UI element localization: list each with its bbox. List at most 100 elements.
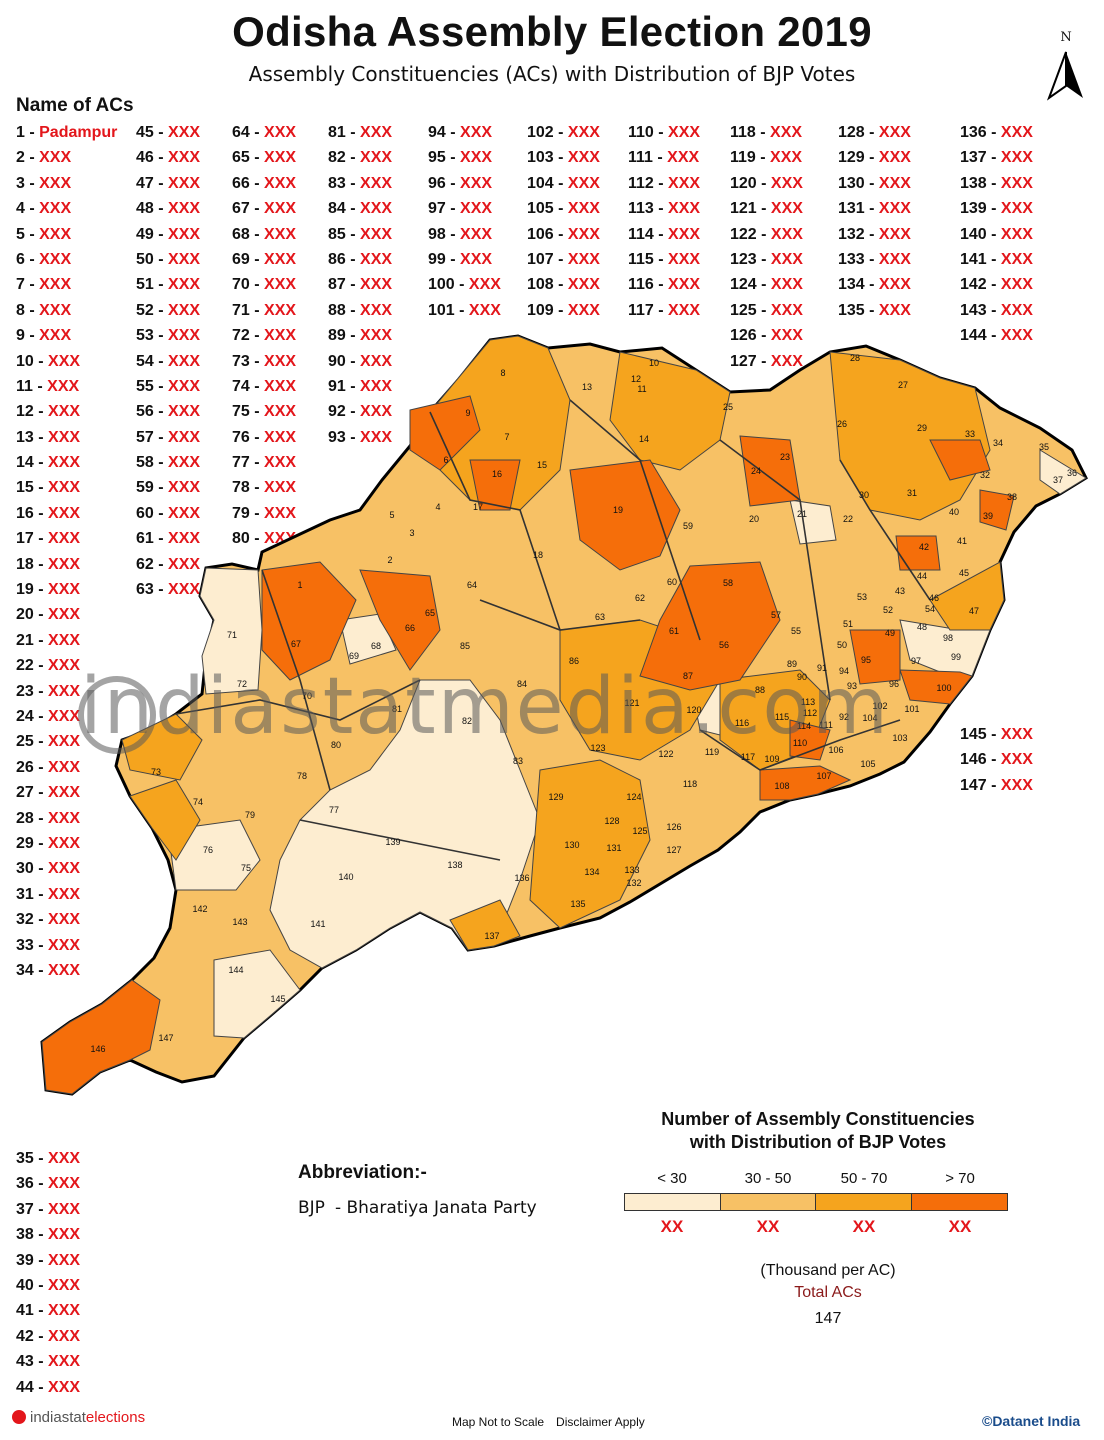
ac-name: XXX xyxy=(668,200,701,218)
ac-list-item: 7 - XXX xyxy=(16,272,117,297)
ac-number: 56 - xyxy=(136,403,169,421)
ac-number: 34 - xyxy=(16,961,49,979)
ac-name: XXX xyxy=(567,149,600,167)
ac-number: 1 - xyxy=(16,124,40,141)
ac-name: XXX xyxy=(48,606,81,624)
ac-name: XXX xyxy=(878,124,911,141)
ac-name: XXX xyxy=(360,149,393,167)
ac-name: XXX xyxy=(48,631,81,649)
ac-map-label: 18 xyxy=(533,550,543,560)
ac-name: XXX xyxy=(770,149,803,167)
ac-number: 76 - xyxy=(232,428,265,446)
ac-list-column: 128 - XXX 129 - XXX 130 - XXX 131 - XXX 132 … xyxy=(838,120,911,323)
ac-name: XXX xyxy=(360,403,393,421)
ac-map-label: 135 xyxy=(570,899,585,909)
ac-number: 64 - xyxy=(232,124,265,141)
ac-name: XXX xyxy=(48,1251,81,1269)
ac-map-label: 116 xyxy=(735,718,749,728)
ac-name: XXX xyxy=(878,149,911,167)
legend-count: XX xyxy=(756,1217,780,1236)
ac-map-label: 142 xyxy=(192,904,207,914)
ac-name: XXX xyxy=(360,174,393,192)
ac-name: XXX xyxy=(264,454,297,472)
ac-map-label: 15 xyxy=(537,460,547,470)
ac-list-item: 123 - XXX xyxy=(730,247,803,272)
ac-name: XXX xyxy=(264,250,297,268)
ac-number: 43 - xyxy=(16,1353,49,1371)
ac-map-label: 71 xyxy=(227,630,237,640)
ac-list-item: 46 - XXX xyxy=(136,145,200,170)
ac-list-item: 99 - XXX xyxy=(428,247,501,272)
ac-number: 36 - xyxy=(16,1175,49,1193)
ac-name: XXX xyxy=(468,301,501,319)
ac-list-item: 138 - XXX xyxy=(960,171,1033,196)
ac-name: XXX xyxy=(264,149,297,167)
ac-map-label: 85 xyxy=(460,641,470,651)
ac-map-label: 30 xyxy=(859,490,869,500)
ac-name: XXX xyxy=(39,276,72,294)
ac-map-label: 94 xyxy=(839,666,849,676)
ac-map-label: 93 xyxy=(847,681,857,691)
ac-number: 68 - xyxy=(232,225,265,243)
ac-number: 101 - xyxy=(428,301,469,319)
ac-name: XXX xyxy=(567,301,600,319)
ac-name: XXX xyxy=(1000,327,1033,345)
ac-name: XXX xyxy=(48,657,81,675)
district-borders xyxy=(175,399,931,861)
ac-name: XXX xyxy=(168,327,201,345)
ac-map-label: 11 xyxy=(637,384,646,394)
ac-map-label: 24 xyxy=(751,466,761,476)
legend-category-label: 30 - 50 xyxy=(744,1170,792,1187)
ac-list-item: 127 - XXX xyxy=(730,349,803,374)
ac-map-label: 14 xyxy=(639,434,649,444)
ac-number: 47 - xyxy=(136,174,169,192)
ac-list-item: 75 - XXX xyxy=(232,399,296,424)
ac-list-item: 103 - XXX xyxy=(527,145,600,170)
ac-map-label: 112 xyxy=(803,708,817,718)
ac-number: 85 - xyxy=(328,225,361,243)
ac-number: 15 - xyxy=(16,479,49,497)
ac-list-item: 143 - XXX xyxy=(960,298,1033,323)
ac-list-item: 107 - XXX xyxy=(527,247,600,272)
ac-name: XXX xyxy=(48,860,81,878)
ac-name: XXX xyxy=(48,936,81,954)
ac-number: 73 - xyxy=(232,352,265,370)
ac-map-label: 55 xyxy=(791,626,801,636)
ac-number: 144 - xyxy=(960,327,1001,345)
ac-map-label: 128 xyxy=(604,816,619,826)
ac-map-label: 81 xyxy=(392,704,402,714)
ac-name: XXX xyxy=(168,225,201,243)
ac-name: XXX xyxy=(264,428,297,446)
ac-name: XXX xyxy=(264,174,297,192)
ac-list-item: 87 - XXX xyxy=(328,272,392,297)
ac-number: 45 - xyxy=(136,124,169,141)
ac-number: 80 - xyxy=(232,530,265,548)
ac-name: XXX xyxy=(48,1175,81,1193)
ac-map-label: 110 xyxy=(793,738,807,748)
ac-list-item: 48 - XXX xyxy=(136,196,200,221)
ac-list-item: 55 - XXX xyxy=(136,374,200,399)
ac-name: XXX xyxy=(39,149,72,167)
ac-list-item: 133 - XXX xyxy=(838,247,911,272)
ac-number: 49 - xyxy=(136,225,169,243)
ac-map-label: 123 xyxy=(590,743,605,753)
ac-map-label: 26 xyxy=(837,419,847,429)
ac-map-label: 90 xyxy=(797,672,807,682)
north-label: N xyxy=(1060,30,1072,45)
ac-list-column: 118 - XXX 119 - XXX 120 - XXX 121 - XXX 122 … xyxy=(730,120,803,374)
ac-map-label: 60 xyxy=(667,577,677,587)
ac-name: XXX xyxy=(1000,250,1033,268)
ac-map-label: 143 xyxy=(232,917,247,927)
ac-name: XXX xyxy=(878,276,911,294)
ac-number: 74 - xyxy=(232,377,265,395)
ac-list-item: 81 - XXX xyxy=(328,120,392,145)
ac-list-item: 113 - XXX xyxy=(628,196,700,221)
ac-number: 116 - xyxy=(628,276,669,294)
ac-number: 127 - xyxy=(730,352,771,370)
ac-map-label: 3 xyxy=(409,528,414,538)
ac-list-item: 44 - XXX xyxy=(16,1375,80,1400)
legend-color-bar xyxy=(624,1193,1008,1211)
ac-name: XXX xyxy=(168,504,201,522)
ac-number: 6 - xyxy=(16,250,40,268)
ac-map-label: 62 xyxy=(635,593,645,603)
